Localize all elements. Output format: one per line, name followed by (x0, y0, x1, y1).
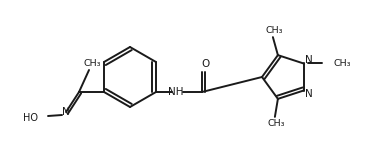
Text: CH₃: CH₃ (83, 58, 101, 67)
Text: O: O (202, 59, 210, 69)
Text: N: N (62, 107, 70, 117)
Text: N: N (305, 89, 313, 99)
Text: CH₃: CH₃ (265, 26, 283, 35)
Text: NH: NH (168, 87, 184, 97)
Text: CH₃: CH₃ (267, 119, 285, 128)
Text: CH₃: CH₃ (333, 59, 351, 68)
Text: HO: HO (23, 113, 38, 123)
Text: N: N (305, 56, 313, 65)
